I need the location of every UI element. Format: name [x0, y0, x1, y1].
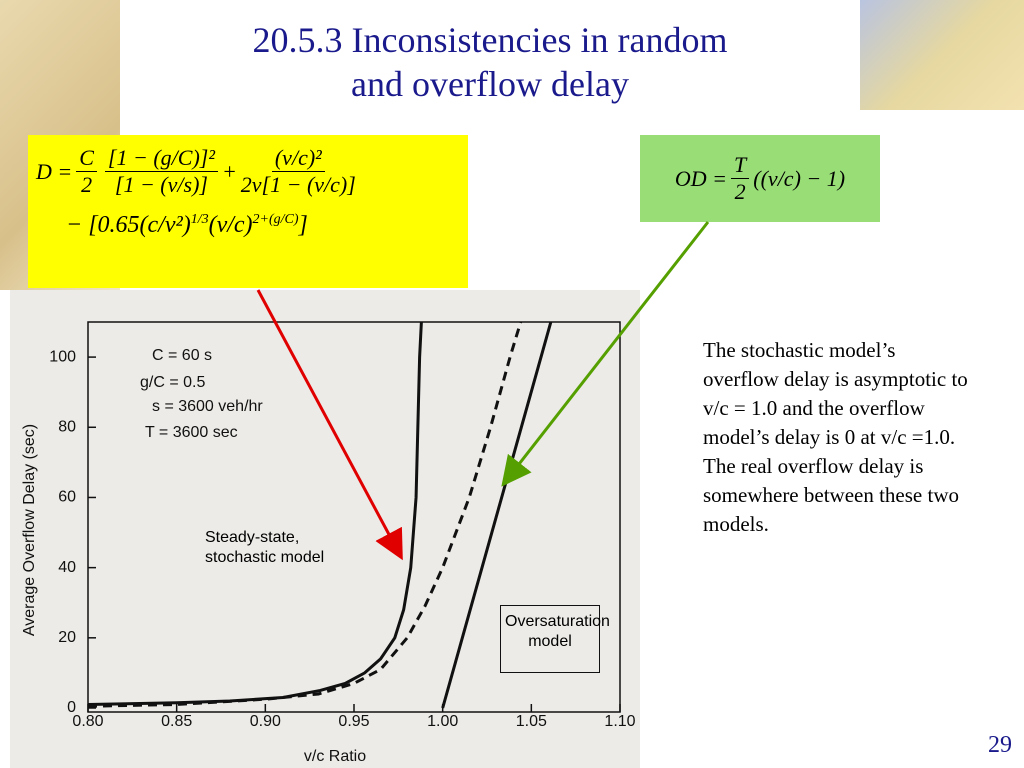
title: 20.5.3 Inconsistencies in random and ove… — [252, 20, 728, 104]
x-tick-label: 0.80 — [72, 713, 103, 730]
x-tick-label: 0.95 — [338, 713, 369, 730]
formula-text: 1/3 — [190, 212, 209, 227]
annotation: T = 3600 sec — [145, 424, 238, 441]
deco-right — [860, 0, 1024, 110]
formula-text: (v/c) — [208, 212, 253, 238]
arrow — [256, 289, 403, 561]
formula-text: (v/c)² — [271, 145, 325, 172]
formula-text: [1 − (v/s)] — [114, 172, 208, 197]
y-tick-label: 20 — [58, 629, 76, 646]
x-tick-label: 1.05 — [516, 713, 547, 730]
page-number: 29 — [988, 732, 1012, 758]
formula-text: ((v/c) − 1) — [753, 165, 846, 191]
formula-text: 2 — [81, 172, 93, 197]
y-tick-label: 0 — [67, 699, 76, 716]
formula-text: D = — [36, 158, 73, 184]
formula-text: OD = — [674, 165, 728, 191]
formula-text: 2+(g/C) — [252, 212, 299, 227]
label-oversaturation: Oversaturation model — [500, 605, 610, 673]
y-axis-label: Average Overflow Delay (sec) — [21, 424, 38, 636]
x-axis-label: v/c Ratio — [304, 748, 366, 765]
formula-text: ] — [298, 212, 308, 238]
y-tick-label: 60 — [58, 489, 76, 506]
y-tick-label: 100 — [49, 348, 76, 365]
formula-text: 2 — [734, 179, 746, 204]
annotation: s = 3600 veh/hr — [152, 398, 263, 415]
x-tick-label: 1.00 — [427, 713, 458, 730]
x-tick-label: 0.90 — [250, 713, 281, 730]
y-tick-label: 40 — [58, 559, 76, 576]
formula-text: T — [731, 152, 750, 179]
arrow — [501, 221, 710, 487]
body-text: The stochastic model’s overflow delay is… — [703, 338, 968, 536]
x-tick-label: 1.10 — [604, 713, 635, 730]
y-tick-label: 80 — [58, 418, 76, 435]
formula-text: 2v[1 − (v/c)] — [240, 172, 356, 197]
formula-text: C — [76, 145, 97, 172]
formula-text: [1 − (g/C)]² — [104, 145, 218, 172]
formula-text: + — [221, 158, 237, 184]
formula-text: − [0.65(c/v²) — [66, 212, 191, 238]
annotation: g/C = 0.5 — [140, 374, 205, 391]
annotation: C = 60 s — [152, 347, 212, 364]
curve — [441, 321, 553, 709]
label-steady: Steady-state, stochastic model — [205, 528, 355, 568]
x-tick-label: 0.85 — [161, 713, 192, 730]
